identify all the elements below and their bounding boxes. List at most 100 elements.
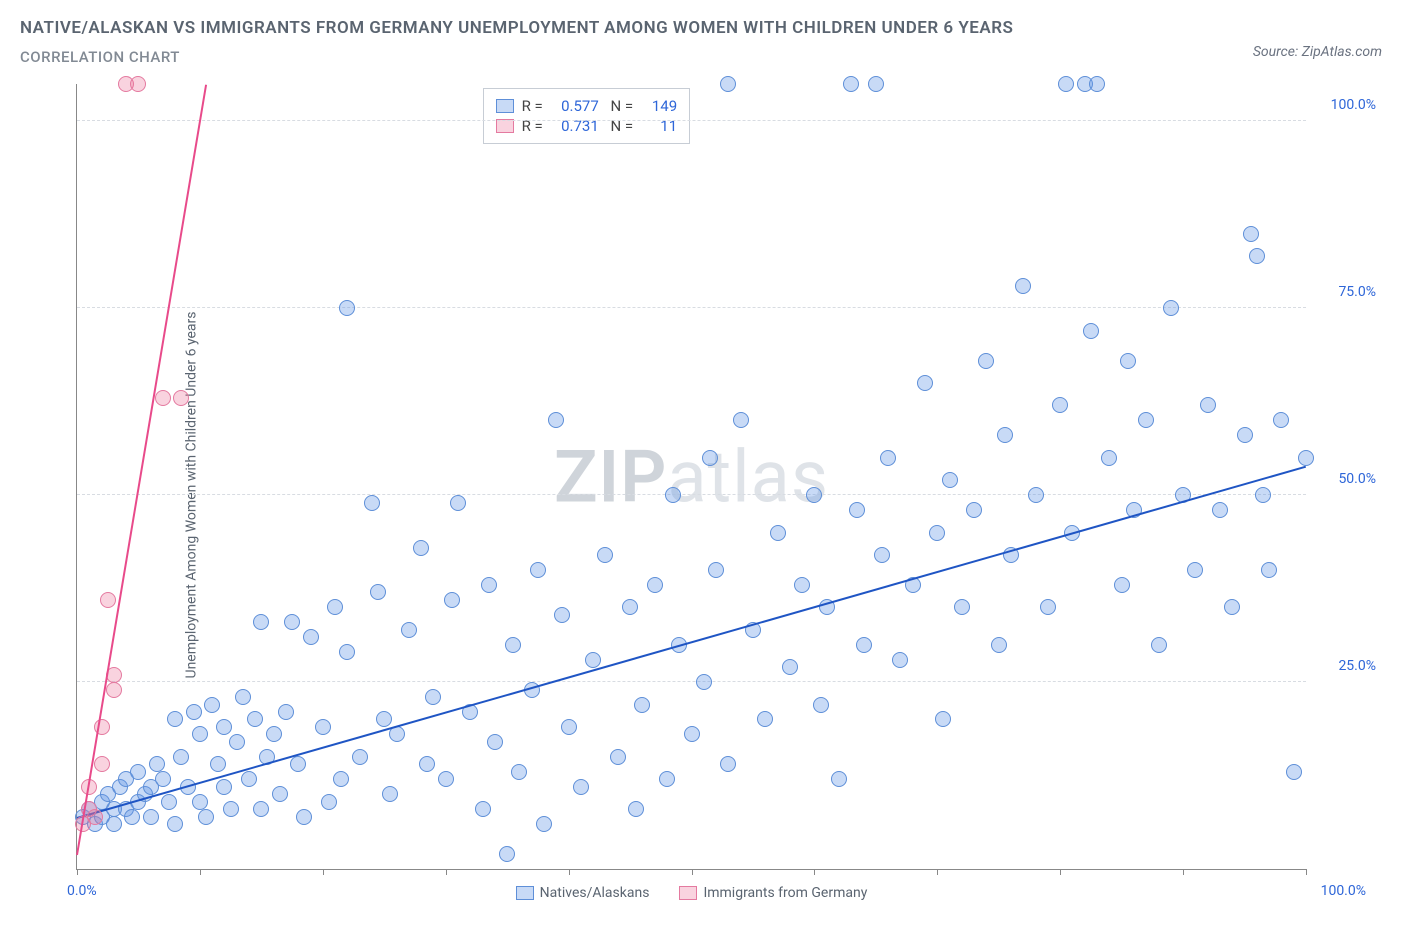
scatter-point	[327, 599, 343, 615]
scatter-point	[991, 637, 1007, 653]
scatter-point	[253, 801, 269, 817]
scatter-point	[106, 682, 122, 698]
scatter-point	[1015, 278, 1031, 294]
scatter-point	[1120, 353, 1136, 369]
scatter-point	[880, 450, 896, 466]
scatter-point	[173, 749, 189, 765]
scatter-point	[1273, 412, 1289, 428]
scatter-point	[1255, 487, 1271, 503]
x-tick	[200, 869, 201, 875]
scatter-point	[954, 599, 970, 615]
scatter-point	[1286, 764, 1302, 780]
scatter-point	[333, 771, 349, 787]
scatter-point	[708, 562, 724, 578]
scatter-point	[124, 809, 140, 825]
scatter-point	[874, 547, 890, 563]
x-tick	[937, 869, 938, 875]
scatter-point	[241, 771, 257, 787]
scatter-point	[382, 786, 398, 802]
legend-item-1: Natives/Alaskans	[516, 885, 650, 901]
scatter-point	[1200, 397, 1216, 413]
scatter-point	[352, 749, 368, 765]
correlation-box: R = 0.577 N = 149 R = 0.731 N = 11	[483, 88, 691, 144]
watermark: ZIPatlas	[554, 434, 829, 519]
scatter-point	[130, 764, 146, 780]
scatter-point	[647, 577, 663, 593]
scatter-point	[628, 801, 644, 817]
scatter-point	[216, 719, 232, 735]
scatter-point	[94, 756, 110, 772]
scatter-point	[1261, 562, 1277, 578]
scatter-point	[186, 704, 202, 720]
chart-container: Unemployment Among Women with Children U…	[20, 80, 1386, 910]
scatter-point	[505, 637, 521, 653]
x-tick	[1060, 869, 1061, 875]
scatter-point	[290, 756, 306, 772]
scatter-point	[173, 390, 189, 406]
scatter-point	[1052, 397, 1068, 413]
scatter-point	[1151, 637, 1167, 653]
y-tick-label: 25.0%	[1316, 658, 1376, 674]
gridline	[77, 681, 1306, 682]
scatter-point	[966, 502, 982, 518]
x-tick	[814, 869, 815, 875]
scatter-point	[929, 525, 945, 541]
scatter-point	[167, 816, 183, 832]
scatter-point	[204, 697, 220, 713]
scatter-point	[665, 487, 681, 503]
r-label: R =	[522, 97, 543, 115]
scatter-point	[554, 607, 570, 623]
scatter-point	[413, 540, 429, 556]
scatter-point	[247, 711, 263, 727]
scatter-point	[548, 412, 564, 428]
scatter-point	[450, 495, 466, 511]
scatter-point	[315, 719, 331, 735]
scatter-point	[499, 846, 515, 862]
scatter-point	[475, 801, 491, 817]
scatter-point	[634, 697, 650, 713]
swatch-series-1	[496, 99, 514, 113]
plot-area: ZIPatlas R = 0.577 N = 149 R = 0.731 N =…	[76, 84, 1306, 870]
scatter-point	[223, 801, 239, 817]
scatter-point	[339, 300, 355, 316]
scatter-point	[278, 704, 294, 720]
n-value-1: 149	[641, 97, 677, 115]
source-label: Source: ZipAtlas.com	[1253, 44, 1382, 60]
scatter-point	[1212, 502, 1228, 518]
scatter-point	[1163, 300, 1179, 316]
scatter-point	[733, 412, 749, 428]
scatter-point	[266, 726, 282, 742]
scatter-point	[1298, 450, 1314, 466]
scatter-point	[659, 771, 675, 787]
scatter-point	[892, 652, 908, 668]
legend-swatch-2	[679, 886, 697, 900]
gridline	[77, 120, 1306, 121]
scatter-point	[843, 76, 859, 92]
scatter-point	[401, 622, 417, 638]
scatter-point	[511, 764, 527, 780]
scatter-point	[87, 809, 103, 825]
correlation-row-1: R = 0.577 N = 149	[496, 97, 678, 115]
scatter-point	[438, 771, 454, 787]
scatter-point	[720, 76, 736, 92]
scatter-point	[155, 390, 171, 406]
scatter-point	[622, 599, 638, 615]
scatter-point	[530, 562, 546, 578]
scatter-point	[106, 816, 122, 832]
n-label: N =	[607, 97, 633, 115]
scatter-point	[917, 375, 933, 391]
x-tick	[1183, 869, 1184, 875]
x-tick	[1306, 869, 1307, 875]
scatter-point	[143, 809, 159, 825]
scatter-point	[1243, 226, 1259, 242]
scatter-point	[978, 353, 994, 369]
scatter-point	[303, 629, 319, 645]
y-tick-label: 75.0%	[1316, 284, 1376, 300]
scatter-point	[339, 644, 355, 660]
scatter-point	[813, 697, 829, 713]
scatter-point	[849, 502, 865, 518]
scatter-point	[1138, 412, 1154, 428]
chart-subtitle: CORRELATION CHART	[20, 48, 1386, 66]
scatter-point	[770, 525, 786, 541]
gridline	[77, 307, 1306, 308]
